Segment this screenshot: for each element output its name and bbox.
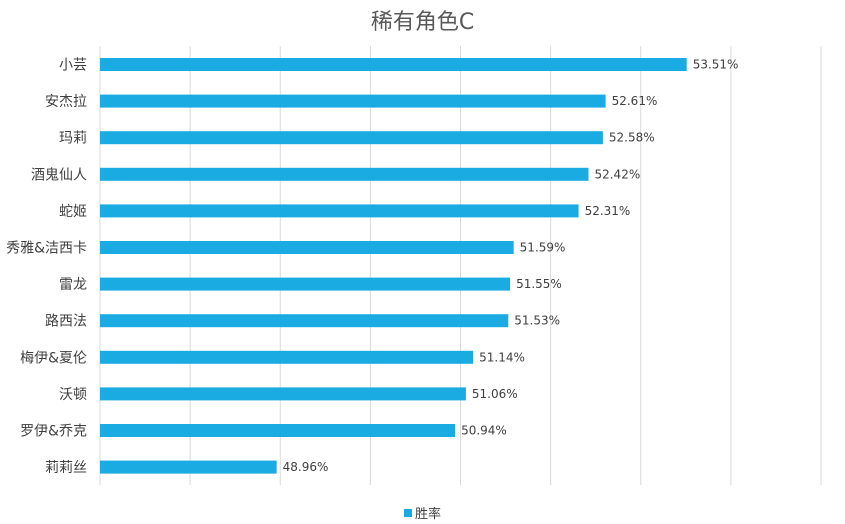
category-label: 梅伊&夏伦 [20,350,87,366]
category-label: 路西法 [45,314,87,330]
bar [100,314,509,328]
data-label: 52.58% [609,131,655,145]
legend-label: 胜率 [414,507,441,522]
category-label: 罗伊&乔克 [20,424,87,440]
category-label: 酒鬼仙人 [31,167,87,183]
legend: 胜率 [0,503,845,522]
category-label: 秀雅&洁西卡 [6,241,87,257]
data-label: 51.06% [472,387,518,401]
data-label: 50.94% [461,424,507,438]
category-label: 蛇姬 [59,204,87,220]
data-label: 51.55% [516,277,562,291]
bar [100,350,474,364]
data-label: 52.31% [585,204,631,218]
data-label: 52.42% [594,167,640,181]
bar [100,204,579,218]
bar [100,131,603,145]
data-label: 53.51% [693,58,739,72]
data-label: 52.61% [612,94,658,108]
category-label: 沃顿 [59,387,87,403]
bar [100,167,589,181]
bar [100,94,606,108]
legend-swatch [403,508,412,517]
bar [100,58,687,71]
bar [100,387,466,401]
category-label: 莉莉丝 [45,460,87,476]
data-label: 51.59% [520,241,566,255]
data-label: 51.14% [479,350,525,364]
category-label: 雷龙 [59,277,87,293]
chart-title: 稀有角色C [370,10,475,35]
data-label: 51.53% [514,314,560,328]
category-label: 小芸 [59,58,87,74]
category-label: 安杰拉 [45,94,87,110]
data-label: 48.96% [283,460,329,474]
bar [100,460,277,474]
bar [100,241,514,254]
category-label: 玛莉 [59,131,87,147]
bar [100,424,456,437]
bar [100,277,511,291]
